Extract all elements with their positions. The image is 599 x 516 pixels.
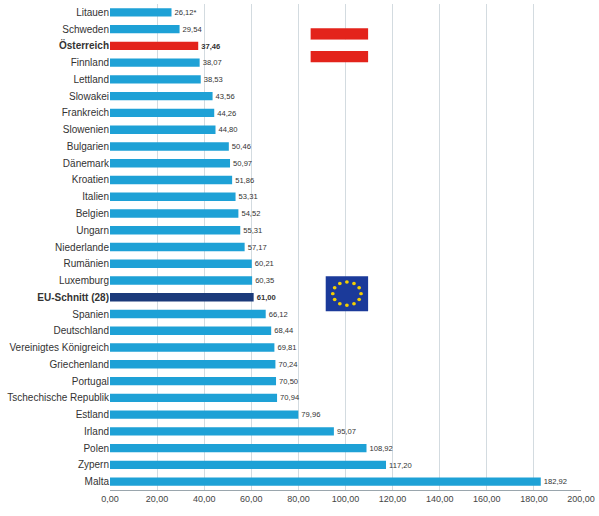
- svg-text:Schweden: Schweden: [62, 24, 109, 35]
- svg-text:Litauen: Litauen: [76, 7, 109, 18]
- svg-text:68,44: 68,44: [274, 326, 294, 335]
- svg-text:70,50: 70,50: [279, 377, 298, 386]
- svg-text:180,00: 180,00: [520, 494, 548, 504]
- svg-text:20,00: 20,00: [146, 494, 169, 504]
- svg-text:160,00: 160,00: [473, 494, 501, 504]
- svg-text:53,31: 53,31: [239, 192, 258, 201]
- svg-text:Irland: Irland: [84, 426, 109, 437]
- svg-text:Vereinigtes Königreich: Vereinigtes Königreich: [9, 342, 109, 353]
- svg-text:108,92: 108,92: [370, 444, 393, 453]
- svg-text:EU-Schnitt (28): EU-Schnitt (28): [37, 292, 109, 303]
- svg-text:Slowenien: Slowenien: [63, 124, 109, 135]
- svg-text:Belgien: Belgien: [76, 208, 109, 219]
- svg-text:54,52: 54,52: [241, 209, 260, 218]
- svg-text:Rumänien: Rumänien: [63, 258, 109, 269]
- svg-text:Griechenland: Griechenland: [50, 359, 109, 370]
- svg-text:Tschechische Republik: Tschechische Republik: [7, 392, 110, 403]
- svg-text:60,00: 60,00: [240, 494, 263, 504]
- svg-text:37,46: 37,46: [201, 42, 220, 51]
- svg-text:26,12*: 26,12*: [175, 8, 197, 17]
- svg-text:Finnland: Finnland: [71, 57, 109, 68]
- svg-text:50,97: 50,97: [233, 159, 252, 168]
- svg-text:Österreich: Österreich: [59, 39, 109, 51]
- svg-text:Malta: Malta: [85, 476, 110, 487]
- svg-text:Luxemburg: Luxemburg: [59, 275, 109, 286]
- svg-text:Italien: Italien: [82, 191, 109, 202]
- svg-text:Estland: Estland: [76, 409, 109, 420]
- svg-text:55,31: 55,31: [243, 226, 262, 235]
- svg-text:66,12: 66,12: [269, 310, 288, 319]
- svg-text:61,00: 61,00: [257, 293, 276, 302]
- svg-text:44,26: 44,26: [217, 109, 236, 118]
- svg-text:70,94: 70,94: [280, 393, 300, 402]
- svg-text:80,00: 80,00: [287, 494, 310, 504]
- svg-text:Slowakei: Slowakei: [69, 91, 109, 102]
- svg-text:Bulgarien: Bulgarien: [67, 141, 109, 152]
- svg-text:38,07: 38,07: [203, 58, 222, 67]
- svg-text:70,24: 70,24: [278, 360, 298, 369]
- svg-text:Lettland: Lettland: [73, 74, 109, 85]
- svg-text:Frankreich: Frankreich: [62, 107, 109, 118]
- svg-text:38,53: 38,53: [204, 75, 223, 84]
- svg-text:Ungarn: Ungarn: [76, 225, 109, 236]
- svg-text:69,81: 69,81: [277, 343, 296, 352]
- svg-text:0,00: 0,00: [101, 494, 119, 504]
- svg-text:Dänemark: Dänemark: [63, 158, 110, 169]
- svg-text:Portugal: Portugal: [72, 376, 109, 387]
- svg-text:50,46: 50,46: [232, 142, 251, 151]
- svg-text:Zypern: Zypern: [78, 459, 109, 470]
- svg-text:140,00: 140,00: [426, 494, 454, 504]
- svg-text:60,21: 60,21: [255, 259, 274, 268]
- svg-text:51,86: 51,86: [235, 176, 254, 185]
- svg-text:Spanien: Spanien: [72, 309, 109, 320]
- svg-text:44,80: 44,80: [219, 125, 238, 134]
- svg-text:Kroatien: Kroatien: [72, 174, 109, 185]
- svg-text:117,20: 117,20: [389, 461, 412, 470]
- svg-text:95,07: 95,07: [337, 427, 356, 436]
- svg-text:120,00: 120,00: [379, 494, 407, 504]
- svg-text:200,00: 200,00: [567, 494, 595, 504]
- svg-text:Niederlande: Niederlande: [55, 242, 109, 253]
- svg-text:57,17: 57,17: [248, 243, 267, 252]
- svg-text:43,56: 43,56: [216, 92, 235, 101]
- svg-text:40,00: 40,00: [193, 494, 216, 504]
- svg-text:Deutschland: Deutschland: [53, 325, 109, 336]
- svg-text:79,96: 79,96: [301, 410, 320, 419]
- svg-text:29,54: 29,54: [183, 25, 203, 34]
- svg-text:100,00: 100,00: [332, 494, 360, 504]
- svg-text:182,92: 182,92: [544, 477, 567, 486]
- svg-text:Polen: Polen: [83, 443, 109, 454]
- svg-text:60,35: 60,35: [255, 276, 274, 285]
